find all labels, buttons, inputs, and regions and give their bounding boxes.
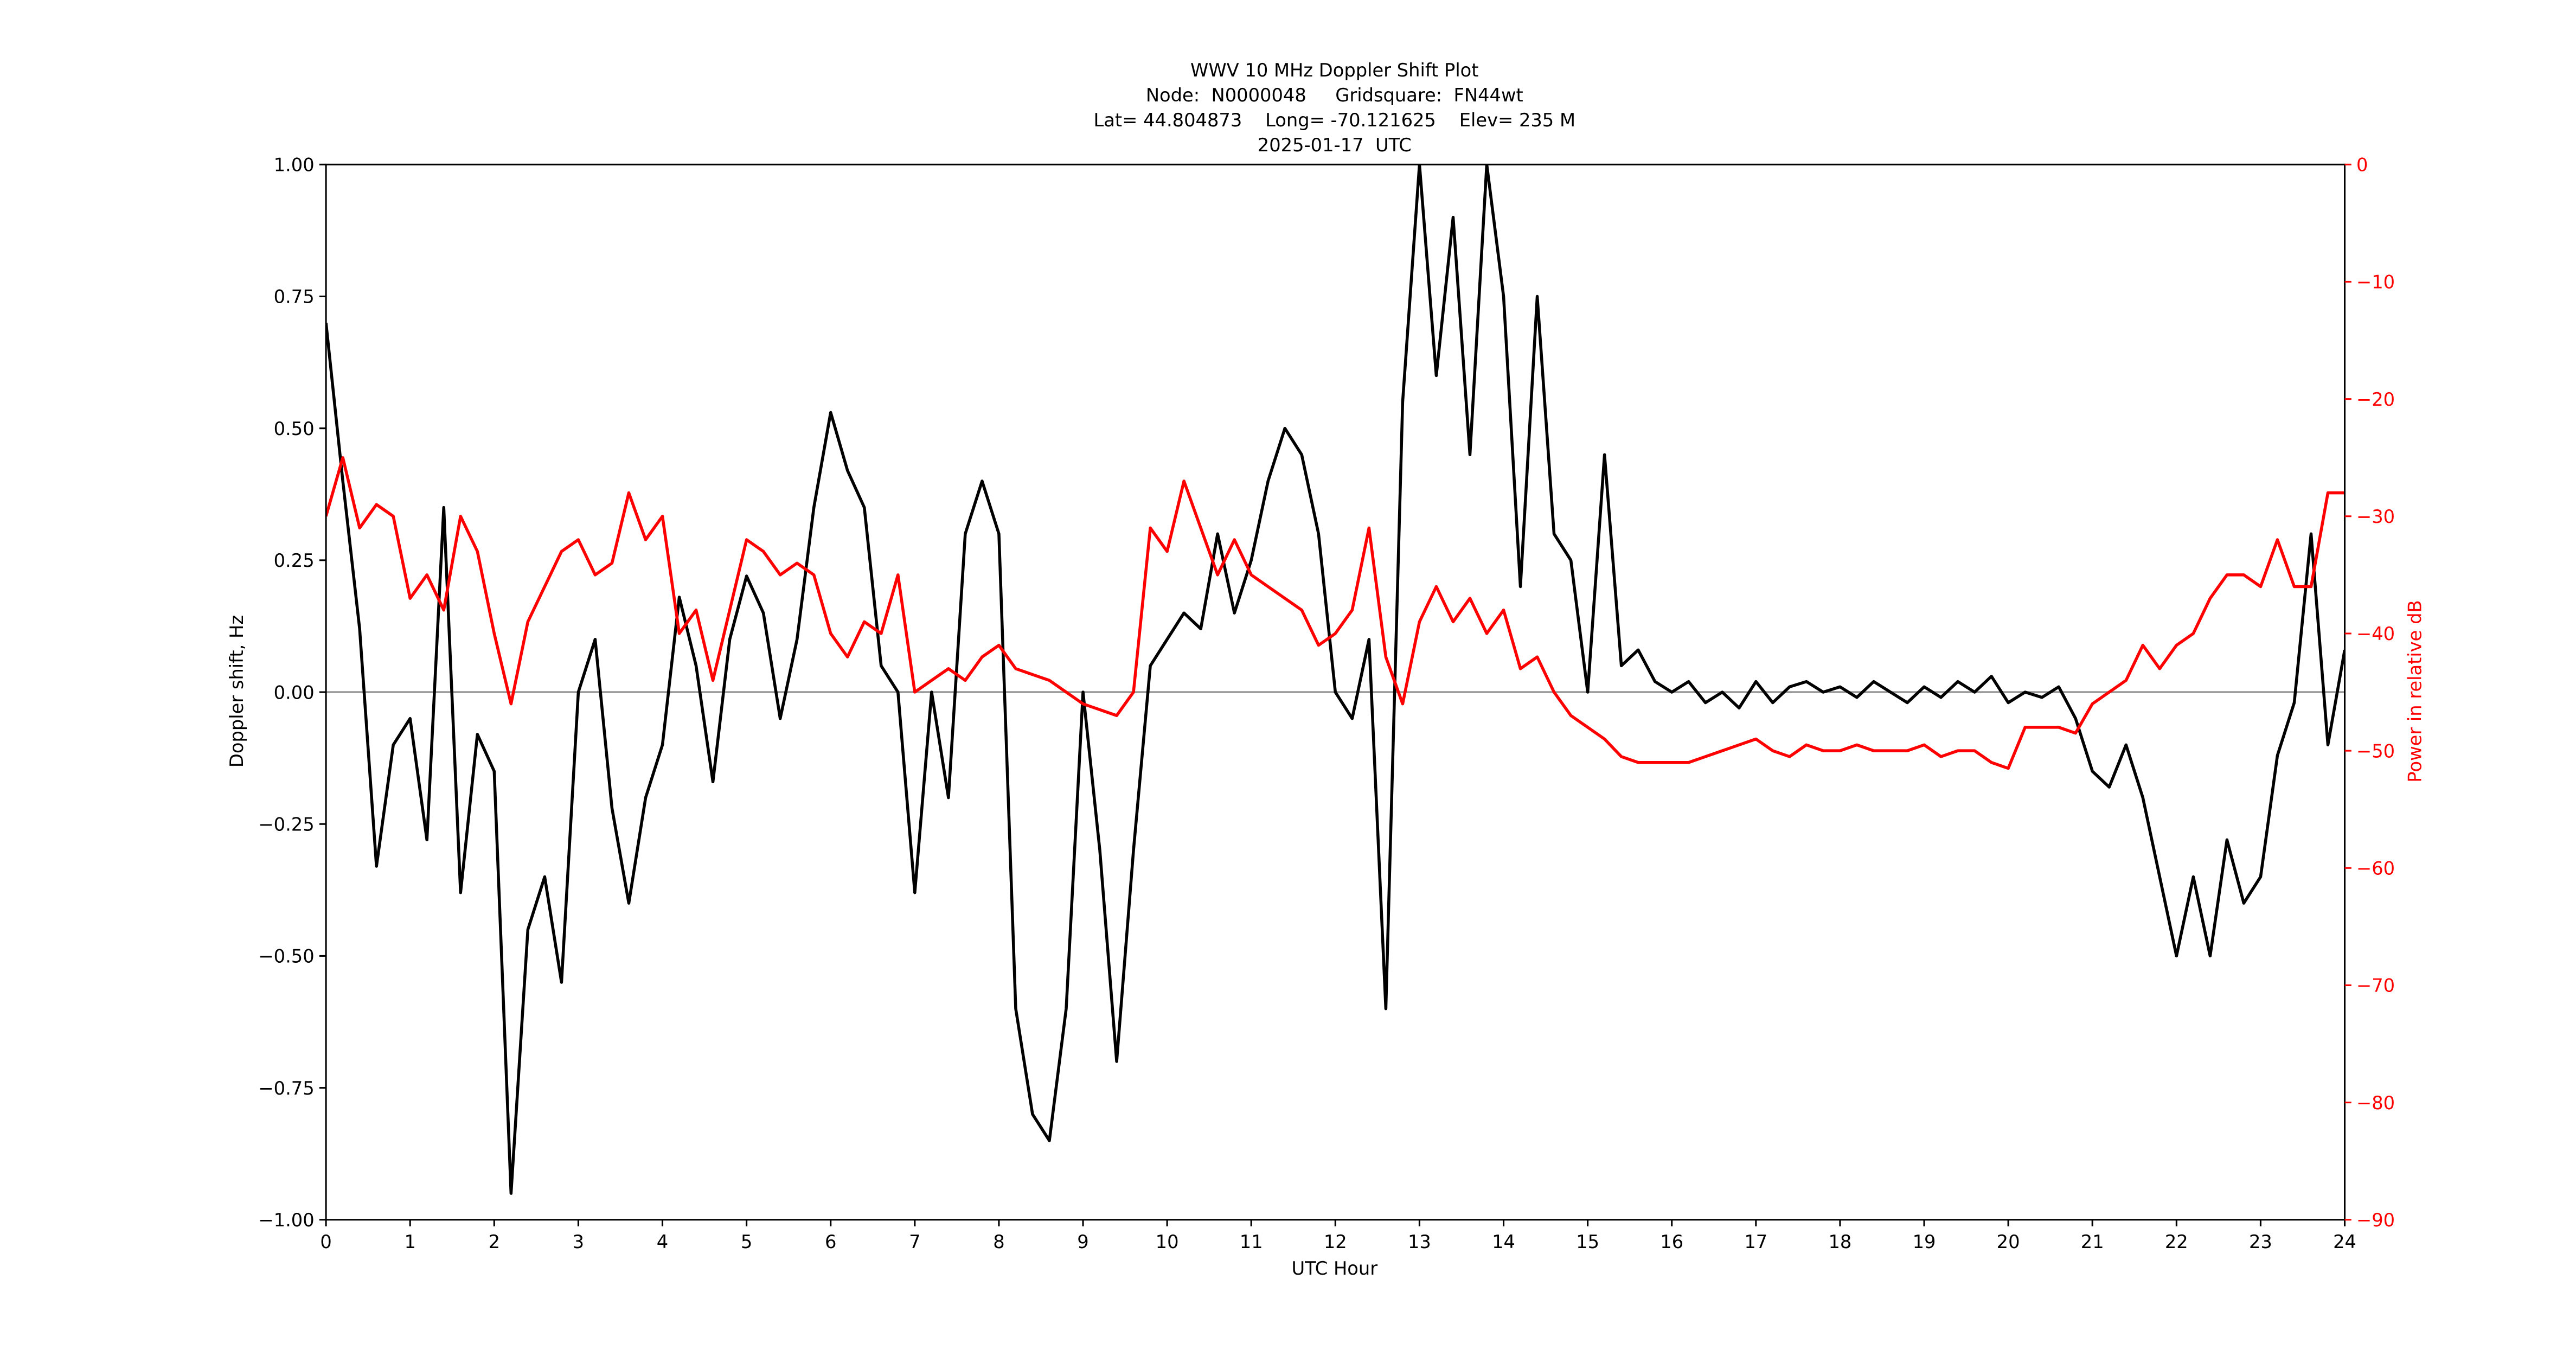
y-tick-label: 0.75 — [274, 286, 315, 308]
y-tick-label: −0.75 — [258, 1078, 314, 1099]
y2-tick-label: −70 — [2356, 975, 2395, 996]
y2-tick-label: −60 — [2356, 858, 2395, 879]
x-tick-label: 13 — [1408, 1231, 1431, 1252]
y2-tick-label: −90 — [2356, 1210, 2395, 1231]
y2-axis-label: Power in relative dB — [2404, 600, 2425, 782]
x-axis-label: UTC Hour — [1291, 1258, 1377, 1279]
y2-tick-label: −50 — [2356, 740, 2395, 762]
plot-area — [326, 164, 2345, 1195]
chart-title: Node: N0000048 Gridsquare: FN44wt — [1146, 85, 1523, 106]
y-tick-label: −0.25 — [258, 814, 314, 835]
x-tick-label: 7 — [909, 1231, 920, 1252]
x-tick-label: 1 — [404, 1231, 415, 1252]
x-tick-label: 12 — [1324, 1231, 1347, 1252]
y2-tick-label: −40 — [2356, 623, 2395, 644]
x-tick-label: 8 — [993, 1231, 1004, 1252]
x-tick-label: 17 — [1744, 1231, 1767, 1252]
x-tick-label: 2 — [489, 1231, 500, 1252]
data-line — [326, 456, 2345, 770]
x-tick-label: 24 — [2333, 1231, 2356, 1252]
y-tick-label: 0.00 — [274, 682, 315, 703]
y2-tick-label: −20 — [2356, 389, 2395, 410]
x-tick-label: 6 — [825, 1231, 836, 1252]
x-tick-label: 5 — [741, 1231, 752, 1252]
x-tick-label: 9 — [1077, 1231, 1088, 1252]
y-tick-label: 1.00 — [274, 155, 315, 176]
plot-frame — [325, 163, 2346, 1221]
y-tick-label: −0.50 — [258, 946, 314, 967]
y2-tick-label: −10 — [2356, 272, 2395, 293]
chart-title: WWV 10 MHz Doppler Shift Plot — [1190, 60, 1478, 81]
x-tick-label: 3 — [573, 1231, 584, 1252]
x-tick-label: 16 — [1660, 1231, 1683, 1252]
y-tick-label: 0.50 — [274, 418, 315, 439]
x-tick-label: 19 — [1913, 1231, 1936, 1252]
x-tick-label: 4 — [657, 1231, 668, 1252]
title-block: WWV 10 MHz Doppler Shift Plot Node: N0000… — [1094, 60, 1576, 156]
chart-title: 2025-01-17 UTC — [1258, 135, 1412, 156]
x-tick-label: 22 — [2165, 1231, 2188, 1252]
x-tick-label: 20 — [1997, 1231, 2020, 1252]
x-tick-label: 11 — [1240, 1231, 1263, 1252]
x-tick-label: 23 — [2249, 1231, 2272, 1252]
y2-tick-label: −30 — [2356, 506, 2395, 527]
x-tick-label: 14 — [1492, 1231, 1515, 1252]
y2-tick-label: 0 — [2356, 155, 2368, 176]
x-tick-label: 15 — [1576, 1231, 1599, 1252]
x-tick-label: 18 — [1828, 1231, 1851, 1252]
x-tick-label: 10 — [1156, 1231, 1179, 1252]
x-tick-label: 0 — [320, 1231, 331, 1252]
y2-tick-label: −80 — [2356, 1092, 2395, 1114]
y-tick-label: −1.00 — [258, 1210, 314, 1231]
chart-title: Lat= 44.804873 Long= -70.121625 Elev= 23… — [1094, 110, 1576, 131]
y-axis-label: Doppler shift, Hz — [226, 615, 247, 767]
x-tick-label: 21 — [2081, 1231, 2104, 1252]
data-line — [326, 164, 2345, 1195]
y-tick-label: 0.25 — [274, 550, 315, 571]
